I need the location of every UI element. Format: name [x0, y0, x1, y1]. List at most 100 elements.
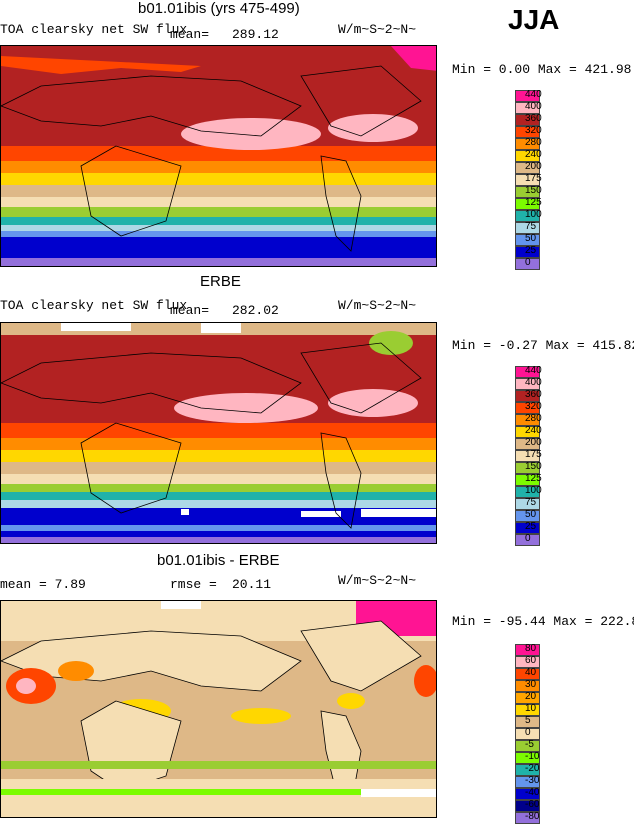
legend-level-label: 30 [525, 679, 537, 690]
legend-level-label: -10 [525, 751, 540, 762]
panel2-map [0, 322, 437, 544]
panel3-map [0, 600, 437, 818]
legend-swatch [515, 800, 540, 812]
legend-swatch [515, 752, 540, 764]
legend-level-label: 175 [525, 449, 542, 460]
panel3-title: b01.01ibis - ERBE [157, 552, 280, 569]
legend-level-label: 320 [525, 401, 542, 412]
panel3-rmse-value: 20.11 [232, 577, 272, 592]
legend-swatch [515, 450, 540, 462]
legend-level-label: 125 [525, 197, 542, 208]
legend-swatch [515, 90, 540, 102]
legend-swatch [515, 474, 540, 486]
panel3-units: W/m~S~2~N~ [338, 573, 417, 588]
legend-level-label: 20 [525, 691, 537, 702]
legend-swatch [515, 198, 540, 210]
legend-level-label: 25 [525, 245, 537, 256]
panel1-title: b01.01ibis (yrs 475-499) [138, 0, 300, 17]
legend-swatch [515, 716, 540, 728]
legend-level-label: 25 [525, 521, 537, 532]
legend-swatch [515, 680, 540, 692]
legend-swatch [515, 498, 540, 510]
legend-level-label: 100 [525, 485, 542, 496]
panel1-variable-label: TOA clearsky net SW flux [0, 22, 188, 37]
panel1-minmax: Min = 0.00 Max = 421.98 [452, 62, 632, 77]
legend-swatch [515, 668, 540, 680]
legend-level-label: 280 [525, 137, 542, 148]
legend-swatch [515, 162, 540, 174]
legend-swatch [515, 402, 540, 414]
legend-level-label: 150 [525, 461, 542, 472]
legend-level-label: 0 [525, 533, 531, 544]
legend-level-label: 0 [525, 727, 531, 738]
legend-level-label: 320 [525, 125, 542, 136]
legend-level-label: 240 [525, 149, 542, 160]
legend-swatch [515, 150, 540, 162]
legend-level-label: -20 [525, 763, 540, 774]
legend-swatch [515, 378, 540, 390]
legend-level-label: 400 [525, 101, 542, 112]
legend-level-label: -5 [525, 739, 534, 750]
legend-level-label: -30 [525, 775, 540, 786]
panel3-rmse-label: rmse = [170, 577, 217, 592]
legend-level-label: 280 [525, 413, 542, 424]
legend-level-label: 50 [525, 509, 537, 520]
season-label: JJA [508, 4, 560, 35]
legend-swatch [515, 510, 540, 522]
legend-swatch [515, 258, 540, 270]
panel2-title: ERBE [200, 273, 241, 290]
panel1-mean-label: mean= [170, 27, 210, 42]
legend-swatch [515, 704, 540, 716]
legend-swatch [515, 462, 540, 474]
legend-level-label: 200 [525, 161, 542, 172]
panel1-map [0, 45, 437, 267]
legend-swatch [515, 390, 540, 402]
panel1-mean-value: 289.12 [232, 27, 279, 42]
panel3-minmax: Min = -95.44 Max = 222.89 [452, 614, 634, 629]
legend-swatch [515, 776, 540, 788]
legend-swatch [515, 788, 540, 800]
legend-swatch [515, 764, 540, 776]
legend-swatch [515, 246, 540, 258]
legend-level-label: 10 [525, 703, 537, 714]
legend-level-label: 175 [525, 173, 542, 184]
legend-level-label: 240 [525, 425, 542, 436]
legend-swatch [515, 414, 540, 426]
legend-swatch [515, 426, 540, 438]
legend-level-label: 80 [525, 643, 537, 654]
panel2-variable-label: TOA clearsky net SW flux [0, 298, 188, 313]
legend-swatch [515, 486, 540, 498]
legend-level-label: 0 [525, 257, 531, 268]
legend-swatch [515, 138, 540, 150]
legend-level-label: 40 [525, 667, 537, 678]
legend-swatch [515, 522, 540, 534]
panel1-units: W/m~S~2~N~ [338, 22, 417, 37]
legend-swatch [515, 222, 540, 234]
legend-level-label: 360 [525, 113, 542, 124]
legend-level-label: 60 [525, 655, 537, 666]
legend-level-label: 125 [525, 473, 542, 484]
legend-level-label: -80 [525, 811, 540, 822]
legend-level-label: 5 [525, 715, 531, 726]
legend-level-label: 100 [525, 209, 542, 220]
legend-level-label: 50 [525, 233, 537, 244]
panel2-mean-value: 282.02 [232, 303, 279, 318]
legend-level-label: 400 [525, 377, 542, 388]
legend-swatch [515, 174, 540, 186]
legend-swatch [515, 692, 540, 704]
legend-swatch [515, 114, 540, 126]
legend-swatch [515, 126, 540, 138]
legend-level-label: 150 [525, 185, 542, 196]
legend-swatch [515, 644, 540, 656]
legend-swatch [515, 210, 540, 222]
legend-swatch [515, 740, 540, 752]
legend-level-label: 360 [525, 389, 542, 400]
legend-swatch [515, 186, 540, 198]
legend-level-label: 75 [525, 497, 537, 508]
legend-level-label: 440 [525, 89, 542, 100]
legend-level-label: -40 [525, 787, 540, 798]
panel3-mean-stat: mean = 7.89 [0, 577, 86, 592]
legend-level-label: -60 [525, 799, 540, 810]
legend-swatch [515, 438, 540, 450]
legend-swatch [515, 534, 540, 546]
